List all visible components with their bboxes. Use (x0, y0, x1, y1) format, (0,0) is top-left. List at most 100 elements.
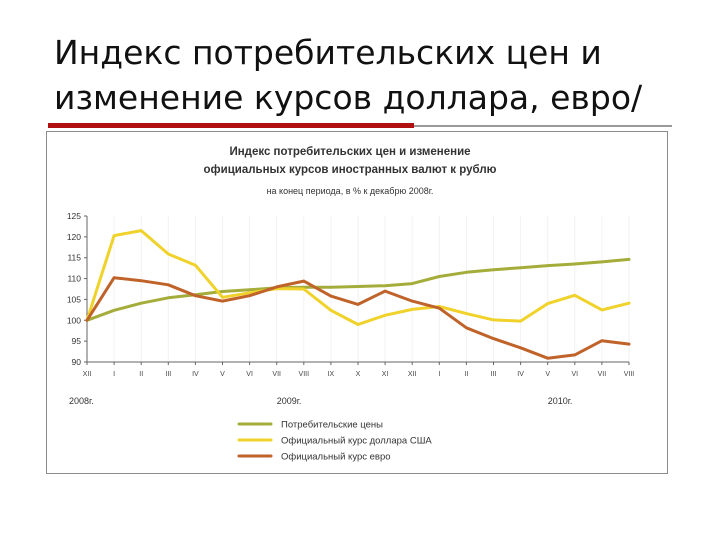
x-tick-label: IV (192, 371, 199, 378)
chart-frame: Индекс потребительских цен и изменение о… (46, 131, 668, 474)
legend-label-3: Официальный курс евро (281, 452, 391, 463)
series-2-point (329, 308, 333, 312)
series-3-point (275, 285, 278, 289)
year-label: 2009г. (277, 396, 302, 406)
series-1-point (600, 260, 604, 264)
title-underline-red (48, 123, 414, 128)
series-2-point (221, 296, 224, 299)
chart-title-line-2: официальных курсов иностранных валют к р… (204, 164, 497, 176)
x-tick-label: VI (246, 371, 253, 378)
series-2-point (112, 234, 116, 237)
series-1-point (519, 266, 522, 270)
slide-title: Индекс потребительских цен и изменение к… (54, 33, 643, 117)
series-2-point (600, 308, 604, 312)
x-tick-label: V (545, 371, 550, 378)
series-2-point (627, 301, 631, 305)
y-tick-label: 105 (67, 294, 81, 304)
series-3-point (248, 294, 251, 297)
chart-subtitle: на конец периода, в % к декабрю 2008г. (267, 186, 434, 196)
series-3-point (519, 346, 522, 350)
series-2-point (248, 291, 251, 295)
series-1-point (221, 290, 224, 293)
x-tick-label: III (491, 371, 497, 378)
x-tick-label: X (356, 371, 361, 378)
series-2-point (383, 313, 387, 317)
series-3-point (329, 294, 333, 298)
x-tick-label: V (220, 371, 225, 378)
series-2-point (356, 323, 360, 326)
series-2-point (139, 229, 143, 232)
x-tick-label: IX (328, 371, 335, 378)
x-tick-label: VI (571, 371, 578, 378)
legend: Потребительские цены Официальный курс дол… (237, 420, 432, 463)
year-label: 2010г. (548, 396, 573, 406)
series-1-point (112, 308, 116, 312)
y-tick-label: 90 (72, 357, 82, 367)
x-tick-label: I (438, 371, 440, 378)
series-3-point (85, 318, 89, 322)
x-tick-label: VIII (624, 371, 635, 378)
series-2-point (573, 293, 577, 297)
x-tick-label: IV (517, 371, 524, 378)
series-2-point (546, 302, 549, 305)
series-3-point (438, 306, 441, 310)
series-1-point (356, 285, 360, 288)
series-2-point (519, 319, 522, 323)
legend-label-2: Официальный курс доллара США (281, 436, 432, 447)
series-1-point (627, 258, 631, 261)
y-tick-label: 115 (67, 253, 81, 263)
series-1-point (167, 296, 170, 300)
x-tick-label: XII (408, 371, 417, 378)
y-tick-label: 100 (67, 315, 81, 325)
series-3-point (194, 294, 197, 297)
series-3-point (465, 326, 468, 330)
series-1-point (438, 275, 441, 278)
y-tick-label: 120 (67, 232, 81, 242)
series-3-point (302, 279, 306, 283)
legend-label-1: Потребительские цены (281, 420, 383, 431)
series-3-point (600, 339, 604, 343)
series-3-point (573, 353, 577, 357)
y-tick-label: 110 (67, 274, 81, 284)
chart-title-line-1: Индекс потребительских цен и изменение (229, 146, 470, 158)
series-1-point (410, 282, 414, 285)
series-2-point (302, 287, 306, 291)
series-3-point (546, 356, 549, 360)
x-tick-label: III (165, 371, 171, 378)
series-1-point (546, 264, 549, 267)
year-label: 2008г. (69, 396, 94, 406)
series-3-point (112, 276, 116, 280)
x-tick-label: VII (598, 371, 607, 378)
series-1-point (465, 271, 468, 274)
series-3-point (356, 303, 360, 306)
series-3-point (221, 299, 224, 303)
x-tick-label: II (139, 371, 143, 378)
series-1-point (139, 301, 143, 305)
chart-svg: Индекс потребительских цен и изменение о… (67, 146, 634, 463)
y-tick-label: 95 (72, 336, 82, 346)
x-tick-label: XI (382, 371, 389, 378)
series-1-point (329, 286, 333, 289)
series-3-point (627, 342, 631, 346)
series-2-point (167, 252, 170, 256)
x-tick-label: II (464, 371, 468, 378)
x-tick-label: I (113, 371, 115, 378)
series-3-point (492, 337, 495, 340)
x-tick-label: XII (83, 371, 92, 378)
series-1-point (492, 268, 495, 272)
series-2-point (465, 312, 468, 315)
series-1-point (573, 262, 577, 266)
series-1-point (383, 284, 387, 287)
x-tick-label: VII (272, 371, 281, 378)
series-2-point (194, 263, 197, 267)
series-1-point (248, 288, 251, 292)
y-tick-label: 125 (67, 211, 81, 221)
series-2-point (410, 308, 414, 311)
series-3-point (410, 299, 414, 303)
title-underline-gray (414, 125, 672, 127)
series-3-point (383, 289, 387, 293)
series-3-point (139, 279, 143, 282)
series-2-point (492, 318, 495, 322)
x-tick-label: VIII (299, 371, 310, 378)
